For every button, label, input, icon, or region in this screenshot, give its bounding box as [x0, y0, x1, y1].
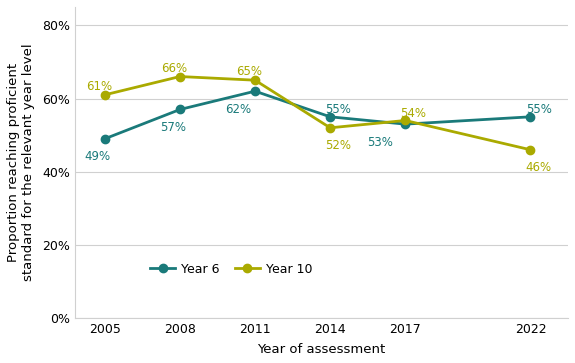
Year 6 [101, 136, 108, 141]
Year 10 [327, 126, 334, 130]
Text: 62%: 62% [225, 103, 251, 116]
Text: 46%: 46% [526, 161, 552, 174]
Year 6 [327, 115, 334, 119]
Text: 52%: 52% [325, 139, 351, 152]
Year 10 [101, 93, 108, 97]
X-axis label: Year of assessment: Year of assessment [257, 343, 385, 356]
Text: 49%: 49% [85, 150, 111, 163]
Year 10 [177, 74, 183, 79]
Year 6 [527, 115, 534, 119]
Legend: Year 6, Year 10: Year 6, Year 10 [145, 258, 317, 281]
Year 6 [177, 107, 183, 112]
Text: 54%: 54% [401, 107, 427, 120]
Year 10 [527, 148, 534, 152]
Text: 61%: 61% [86, 80, 112, 93]
Year 10 [252, 78, 259, 82]
Line: Year 10: Year 10 [101, 72, 535, 154]
Y-axis label: Proportion reaching proficient
standard for the relevant year level: Proportion reaching proficient standard … [7, 44, 35, 281]
Text: 55%: 55% [325, 103, 351, 117]
Line: Year 6: Year 6 [101, 87, 535, 143]
Text: 55%: 55% [526, 103, 552, 117]
Year 10 [402, 118, 409, 123]
Text: 66%: 66% [162, 62, 187, 75]
Text: 57%: 57% [160, 121, 186, 134]
Text: 65%: 65% [236, 65, 263, 78]
Year 6 [402, 122, 409, 126]
Year 6 [252, 89, 259, 93]
Text: 53%: 53% [367, 136, 393, 149]
